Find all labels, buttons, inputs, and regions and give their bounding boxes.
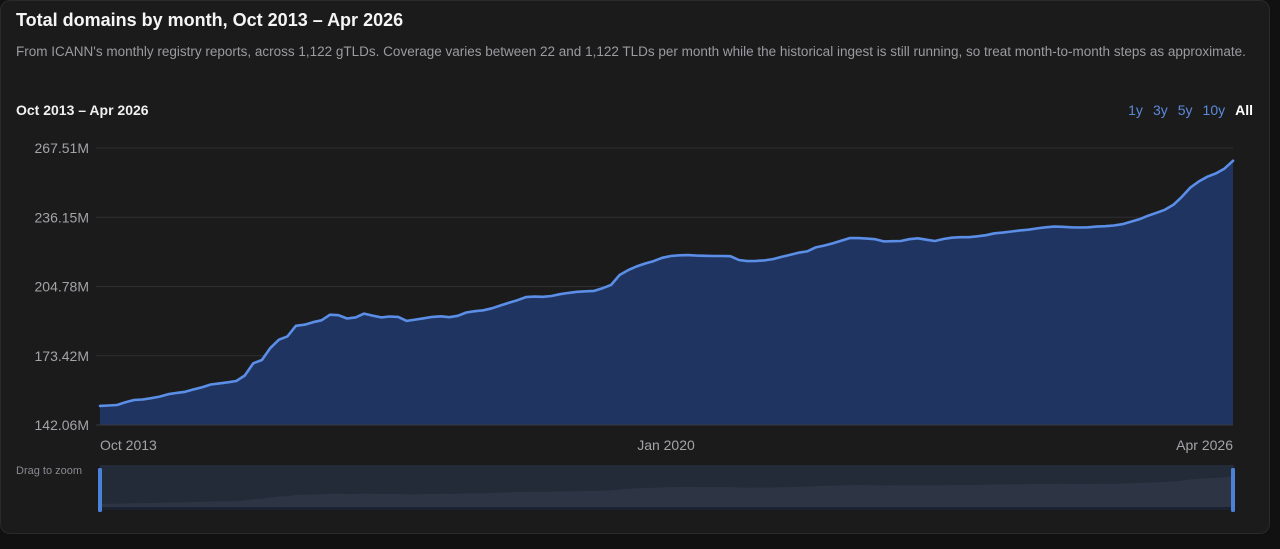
- y-tick-label: 173.42M: [35, 348, 89, 364]
- chart-subtitle: From ICANN's monthly registry reports, a…: [16, 44, 1246, 59]
- period-selector: 1y 3y 5y 10y All: [1128, 102, 1253, 118]
- x-tick-label: Apr 2026: [1176, 437, 1233, 453]
- y-tick-label: 267.51M: [35, 140, 89, 156]
- chart-title: Total domains by month, Oct 2013 – Apr 2…: [16, 10, 404, 30]
- period-button-all[interactable]: All: [1235, 102, 1253, 118]
- drag-to-zoom-label: Drag to zoom: [16, 465, 83, 477]
- period-button-3y[interactable]: 3y: [1152, 102, 1168, 118]
- zoom-bottom-strip: [100, 507, 1234, 510]
- date-range-label: Oct 2013 – Apr 2026: [16, 102, 149, 118]
- period-button-10y[interactable]: 10y: [1202, 102, 1226, 118]
- period-button-5y[interactable]: 5y: [1177, 102, 1193, 118]
- zoom-brush[interactable]: [98, 465, 1235, 512]
- y-tick-label: 236.15M: [35, 209, 89, 225]
- x-tick-label: Jan 2020: [637, 437, 695, 453]
- zoom-handle-left[interactable]: [98, 468, 102, 512]
- y-tick-label: 142.06M: [35, 417, 89, 433]
- period-button-1y[interactable]: 1y: [1128, 102, 1143, 118]
- y-tick-label: 204.78M: [35, 279, 89, 295]
- zoom-mini-area: [100, 476, 1234, 510]
- x-tick-label: Oct 2013: [100, 437, 157, 453]
- area-fill: [100, 160, 1233, 426]
- zoom-handle-right[interactable]: [1231, 468, 1235, 512]
- series-line: [98, 159, 1235, 408]
